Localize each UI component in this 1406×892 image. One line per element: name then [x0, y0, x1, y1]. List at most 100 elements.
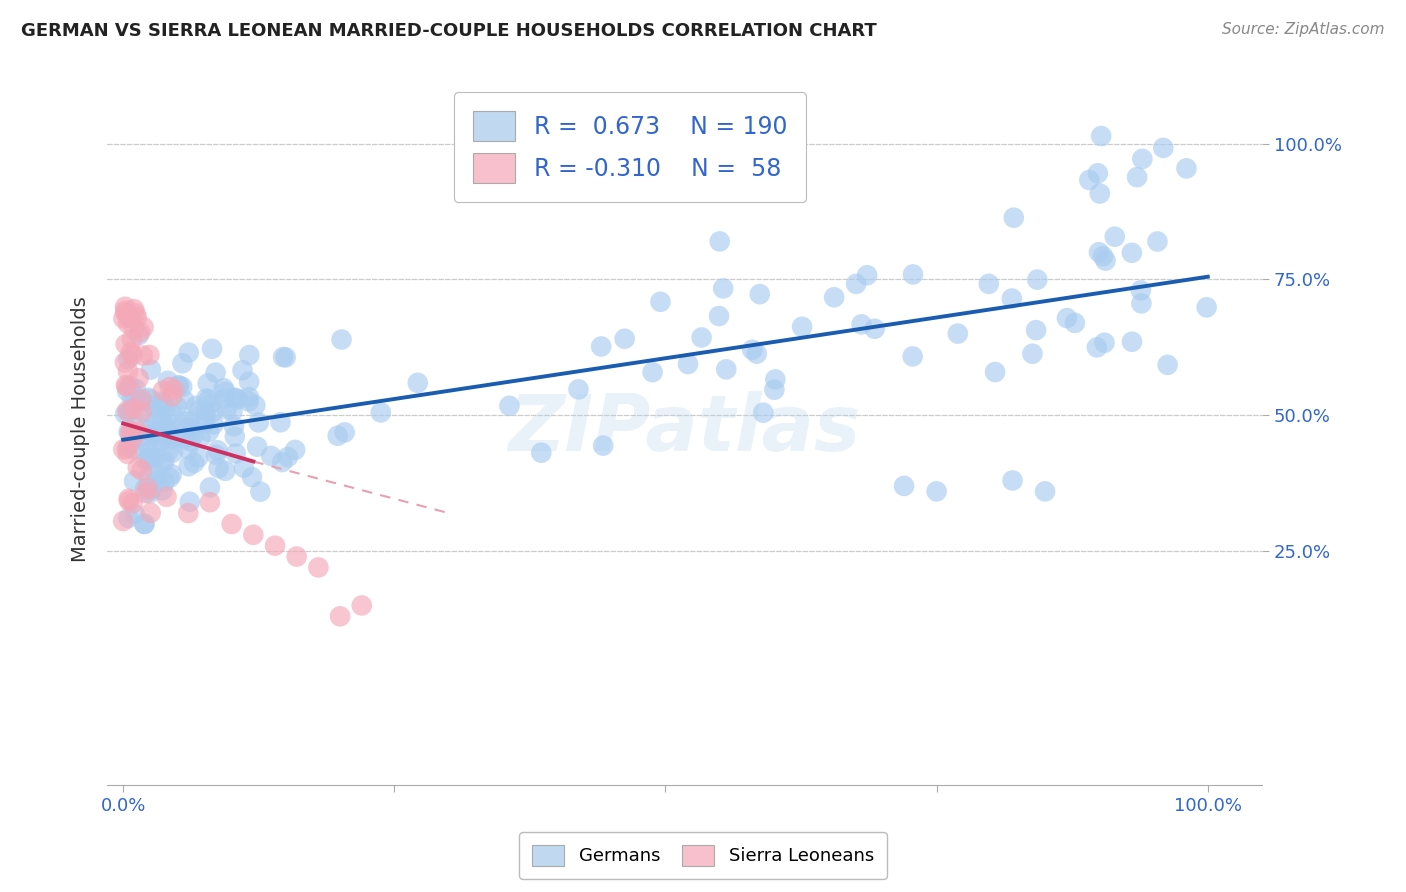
Point [167, 378, 190, 392]
Point [128, 371, 150, 385]
Point [156, 444, 179, 458]
Point [129, 325, 152, 339]
Point [198, 425, 221, 439]
Point [242, 528, 264, 542]
Point [284, 442, 307, 457]
Point [901, 268, 924, 282]
Point [977, 277, 1000, 291]
Point [277, 450, 299, 464]
Point [330, 333, 353, 347]
Point [221, 516, 243, 531]
Point [114, 337, 136, 351]
Point [138, 470, 160, 484]
Point [823, 290, 845, 304]
Point [117, 511, 139, 525]
Point [1087, 166, 1109, 180]
Point [122, 442, 145, 456]
Point [224, 429, 246, 443]
Point [326, 428, 349, 442]
Point [117, 439, 139, 453]
Point [530, 446, 553, 460]
Point [650, 294, 672, 309]
Point [120, 310, 142, 325]
Point [226, 392, 249, 407]
Point [127, 425, 149, 439]
Point [136, 481, 159, 495]
Point [181, 421, 204, 435]
Point [1088, 245, 1111, 260]
Point [132, 320, 155, 334]
Point [125, 382, 148, 396]
Point [135, 486, 157, 500]
Point [307, 560, 329, 574]
Point [186, 399, 208, 413]
Point [117, 317, 139, 331]
Point [134, 482, 156, 496]
Point [160, 467, 183, 482]
Point [215, 402, 238, 417]
Point [741, 343, 763, 357]
Point [707, 309, 730, 323]
Point [406, 376, 429, 390]
Point [131, 404, 153, 418]
Point [1121, 334, 1143, 349]
Point [946, 326, 969, 341]
Point [152, 395, 174, 409]
Point [114, 306, 136, 320]
Point [127, 460, 149, 475]
Point [270, 415, 292, 429]
Point [125, 310, 148, 325]
Point [121, 332, 143, 346]
Point [177, 506, 200, 520]
Point [145, 428, 167, 442]
Point [163, 383, 186, 397]
Point [221, 404, 243, 418]
Point [177, 442, 200, 456]
Point [245, 398, 267, 412]
Point [142, 399, 165, 413]
Point [1078, 173, 1101, 187]
Point [195, 392, 218, 406]
Point [1001, 292, 1024, 306]
Point [122, 401, 145, 416]
Point [121, 348, 143, 362]
Point [160, 407, 183, 421]
Point [260, 449, 283, 463]
Point [117, 310, 139, 325]
Point [114, 300, 136, 314]
Point [112, 442, 135, 457]
Point [205, 448, 228, 462]
Point [183, 456, 205, 470]
Point [117, 352, 139, 367]
Point [214, 392, 236, 406]
Point [128, 431, 150, 445]
Point [240, 470, 263, 484]
Point [1130, 296, 1153, 310]
Point [1085, 340, 1108, 354]
Point [1130, 152, 1153, 166]
Point [238, 375, 260, 389]
Point [224, 391, 246, 405]
Point [1025, 323, 1047, 337]
Point [863, 322, 886, 336]
Point [716, 362, 738, 376]
Point [132, 349, 155, 363]
Point [1146, 235, 1168, 249]
Point [143, 451, 166, 466]
Point [207, 443, 229, 458]
Point [984, 365, 1007, 379]
Point [162, 445, 184, 459]
Point [1121, 245, 1143, 260]
Point [1090, 129, 1112, 144]
Point [134, 435, 156, 450]
Point [498, 399, 520, 413]
Point [139, 506, 162, 520]
Point [200, 396, 222, 410]
Point [676, 357, 699, 371]
Text: GERMAN VS SIERRA LEONEAN MARRIED-COUPLE HOUSEHOLDS CORRELATION CHART: GERMAN VS SIERRA LEONEAN MARRIED-COUPLE … [21, 22, 877, 40]
Point [114, 407, 136, 421]
Point [125, 417, 148, 431]
Point [709, 235, 731, 249]
Point [120, 429, 142, 443]
Point [152, 384, 174, 398]
